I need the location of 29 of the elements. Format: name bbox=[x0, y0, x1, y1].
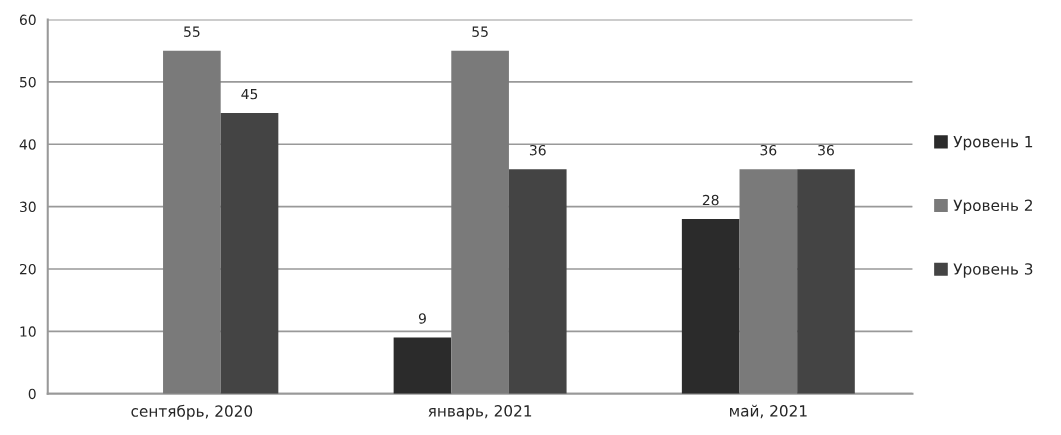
x-tick-label: январь, 2021 bbox=[428, 405, 532, 420]
data-label: 9 bbox=[418, 313, 426, 324]
legend-label: Уровень 1 bbox=[953, 136, 1033, 151]
y-tick-label: 10 bbox=[20, 326, 36, 337]
data-label: 28 bbox=[702, 194, 719, 206]
x-tick-label: сентябрь, 2020 bbox=[131, 404, 253, 420]
y-tick-label: 0 bbox=[28, 388, 36, 400]
data-label: 36 bbox=[529, 144, 546, 156]
data-label: 45 bbox=[241, 88, 258, 100]
x-tick-label: май, 2021 bbox=[730, 404, 807, 419]
bar bbox=[451, 50, 509, 394]
bar bbox=[681, 219, 740, 394]
bar bbox=[508, 169, 567, 394]
y-tick-label: 40 bbox=[19, 139, 36, 150]
data-label: 36 bbox=[818, 144, 834, 156]
data-label: 36 bbox=[760, 144, 777, 156]
bar bbox=[739, 169, 798, 394]
bar bbox=[393, 337, 452, 394]
bar bbox=[163, 50, 221, 394]
legend-label: Уровень 3 bbox=[953, 263, 1033, 278]
data-label: 55 bbox=[472, 26, 488, 37]
y-tick-label: 30 bbox=[20, 201, 36, 213]
bar bbox=[797, 169, 855, 394]
y-tick-label: 50 bbox=[20, 76, 36, 88]
bar bbox=[220, 113, 279, 394]
legend-label: Уровень 2 bbox=[953, 199, 1032, 215]
data-label: 55 bbox=[184, 26, 200, 37]
y-tick-label: 60 bbox=[19, 14, 36, 26]
y-tick-label: 20 bbox=[19, 263, 36, 275]
